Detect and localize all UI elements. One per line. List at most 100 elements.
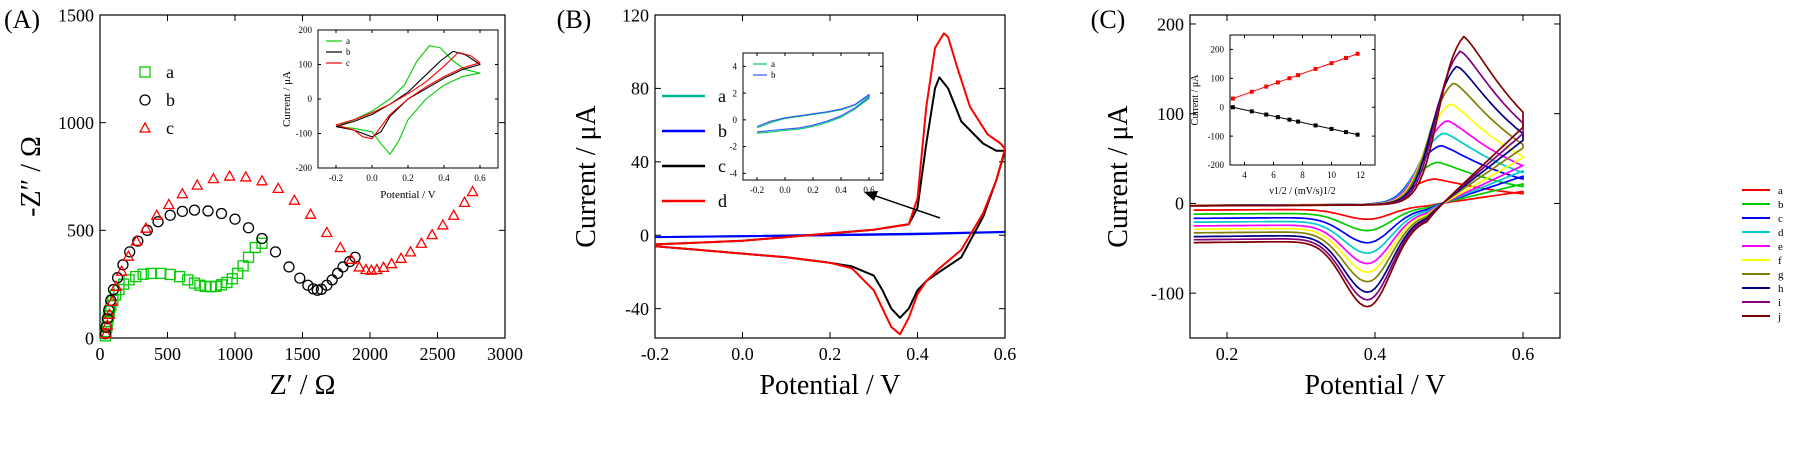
y-tick-label: 100 (1211, 73, 1225, 83)
y-axis-title: Current / μA (281, 71, 293, 127)
y-tick-label: 0 (308, 94, 313, 104)
legend-label: b (1778, 199, 1784, 211)
data-point (239, 170, 252, 182)
legend-label: a (1778, 185, 1783, 197)
data-point (137, 268, 149, 280)
x-tick-label: 12 (1356, 170, 1365, 180)
inset-c-series (1230, 51, 1360, 137)
legend-label: b (166, 90, 175, 110)
y-tick-label: -2 (730, 142, 738, 152)
panel-a-legend: abc (138, 62, 175, 138)
y-tick-label: -100 (296, 129, 313, 139)
data-point (152, 216, 164, 228)
data-point (155, 267, 167, 280)
series-line (756, 93, 870, 133)
x-tick-label: 0.6 (474, 173, 486, 183)
panel-a-series (99, 169, 479, 342)
data-point (249, 241, 261, 254)
data-point (207, 172, 220, 184)
y-tick-label: 0 (85, 328, 94, 348)
y-tick-label: 0 (733, 115, 738, 125)
data-point (447, 208, 460, 220)
legend-label: a (166, 62, 174, 82)
data-point (415, 236, 428, 248)
x-tick-label: 2500 (420, 344, 456, 364)
x-tick-label: 0.2 (1216, 344, 1239, 364)
data-point (311, 284, 324, 296)
annotation-arrowhead (864, 191, 878, 201)
y-axis-title: -Z″ / Ω (16, 136, 47, 217)
data-point (223, 169, 236, 181)
panel-label-a: (A) (4, 5, 40, 34)
x-tick-label: 500 (154, 344, 181, 364)
y-tick-label: 100 (1157, 104, 1184, 124)
panel-label-b: (B) (557, 5, 592, 34)
x-axis-title: ν1/2 / (mV/s)1/2 (1269, 186, 1335, 197)
x-tick-label: 6 (1271, 170, 1276, 180)
x-tick-label: 0.4 (835, 185, 847, 195)
x-tick-label: 0.2 (819, 344, 842, 364)
y-tick-label: 500 (67, 221, 94, 241)
data-point (164, 209, 176, 221)
y-axis-title: Current / μA (571, 104, 602, 247)
inset-a-series: abc (326, 36, 481, 155)
x-tick-label: 0.6 (994, 344, 1017, 364)
data-point (242, 222, 255, 234)
x-axis-title: Potential / V (380, 189, 435, 201)
legend-label: h (1778, 283, 1784, 295)
data-point (256, 237, 268, 249)
data-point (331, 267, 344, 280)
data-point (1313, 123, 1318, 128)
data-point (132, 235, 144, 247)
inset-c-bg (1230, 35, 1375, 165)
data-point (385, 257, 398, 269)
data-point (404, 245, 417, 257)
y-tick-label: -40 (625, 299, 649, 319)
y-tick-label: -200 (1208, 160, 1225, 170)
data-point (176, 187, 189, 199)
x-tick-label: 1500 (285, 344, 321, 364)
data-point (138, 121, 152, 133)
data-point (256, 232, 268, 245)
y-tick-label: 120 (622, 5, 649, 25)
legend-label: d (718, 191, 727, 211)
x-tick-label: 4 (1242, 170, 1247, 180)
data-point (1344, 55, 1348, 60)
y-tick-label: 200 (1211, 45, 1225, 55)
data-point (283, 261, 295, 273)
data-point (139, 66, 151, 78)
data-point (1264, 112, 1269, 117)
x-tick-label: 1000 (217, 344, 253, 364)
data-point (103, 307, 116, 319)
data-point (139, 221, 153, 233)
data-point (1313, 66, 1318, 71)
data-point (1275, 80, 1280, 85)
data-point (272, 182, 285, 193)
data-point (1230, 96, 1235, 101)
data-point (1275, 115, 1280, 120)
data-point (304, 207, 317, 219)
data-point (1329, 61, 1334, 66)
legend-label: a (771, 59, 775, 69)
data-point (394, 251, 408, 263)
series-line (1190, 35, 1524, 308)
data-point (130, 234, 143, 246)
data-point (188, 204, 201, 216)
data-point (1344, 130, 1348, 135)
legend-label: b (346, 47, 351, 57)
inset-b-series: ab (753, 59, 870, 134)
x-tick-label: 0.4 (906, 344, 929, 364)
data-point (176, 205, 189, 218)
data-point (425, 228, 439, 240)
data-point (106, 295, 119, 307)
data-point (1355, 132, 1360, 137)
annotation-arrow (869, 193, 941, 219)
y-axis-title: Current / μA (1190, 74, 1201, 126)
x-tick-label: 0.0 (366, 173, 378, 183)
data-point (255, 174, 269, 186)
x-tick-label: 0.4 (1364, 344, 1387, 364)
series-line (335, 44, 481, 155)
